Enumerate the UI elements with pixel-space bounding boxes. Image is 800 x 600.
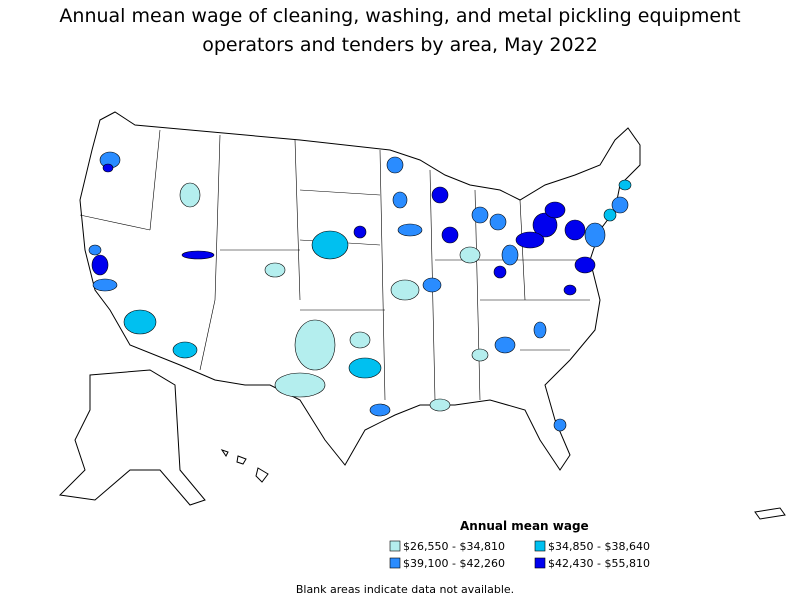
metro-area <box>429 398 451 412</box>
metro-area <box>264 262 286 278</box>
metro-area <box>532 212 558 238</box>
metro-area <box>88 244 102 256</box>
metro-area <box>544 201 566 219</box>
metro-area <box>489 213 507 231</box>
metro-area <box>386 156 404 174</box>
title-line: operators and tenders by area, May 2022 <box>202 34 598 56</box>
legend-swatch <box>534 557 546 569</box>
legend: $26,550 - $34,810 $34,850 - $38,640 $39,10… <box>389 540 650 570</box>
legend-title: Annual mean wage <box>460 519 589 533</box>
metro-area <box>471 348 489 362</box>
map-title: Annual mean wage of cleaning, washing, a… <box>0 2 800 60</box>
metro-area <box>311 230 349 260</box>
metro-area <box>369 403 391 417</box>
land <box>58 111 786 520</box>
metro-area <box>584 222 606 248</box>
metro-area <box>349 331 371 349</box>
metro-area <box>348 357 382 379</box>
areas <box>88 151 632 432</box>
metro-area <box>123 309 157 335</box>
legend-label: $34,850 - $38,640 <box>548 540 650 553</box>
metro-area <box>431 186 449 204</box>
metro-area <box>618 179 632 191</box>
metro-area <box>611 196 629 214</box>
metro-area <box>390 279 420 301</box>
puerto-rico <box>754 507 786 520</box>
metro-area <box>459 246 481 264</box>
metro-area <box>91 254 109 276</box>
legend-label: $42,430 - $55,810 <box>548 557 650 570</box>
metro-area <box>574 256 596 274</box>
metro-area <box>603 208 617 222</box>
metro-area <box>92 278 118 292</box>
metro-area <box>564 219 586 241</box>
metro-area <box>515 231 545 249</box>
metro-area <box>563 284 577 296</box>
alaska <box>58 369 206 506</box>
metro-area <box>181 250 215 260</box>
metro-area <box>493 265 507 279</box>
note: Blank areas indicate data not available. <box>296 583 514 596</box>
metro-area <box>179 182 201 208</box>
metro-area <box>294 319 336 371</box>
metro-area <box>533 321 547 339</box>
metro-area <box>397 223 423 237</box>
legend-label: $26,550 - $34,810 <box>403 540 505 553</box>
legend-swatch <box>389 540 401 552</box>
us-outline <box>79 111 641 471</box>
metro-area <box>441 226 459 244</box>
metro-area <box>471 206 489 224</box>
metro-area <box>102 163 114 173</box>
metro-area <box>553 418 567 432</box>
legend-label: $39,100 - $42,260 <box>403 557 505 570</box>
metro-area <box>274 372 326 398</box>
title-line: Annual mean wage of cleaning, washing, a… <box>59 5 741 27</box>
legend-swatch <box>534 540 546 552</box>
hawaii <box>220 449 269 483</box>
metro-area <box>422 277 442 293</box>
metro-area <box>494 336 516 354</box>
metro-area <box>353 225 367 239</box>
metro-area <box>501 244 519 266</box>
legend-swatch <box>389 557 401 569</box>
metro-area <box>172 341 198 359</box>
metro-area <box>392 191 408 209</box>
